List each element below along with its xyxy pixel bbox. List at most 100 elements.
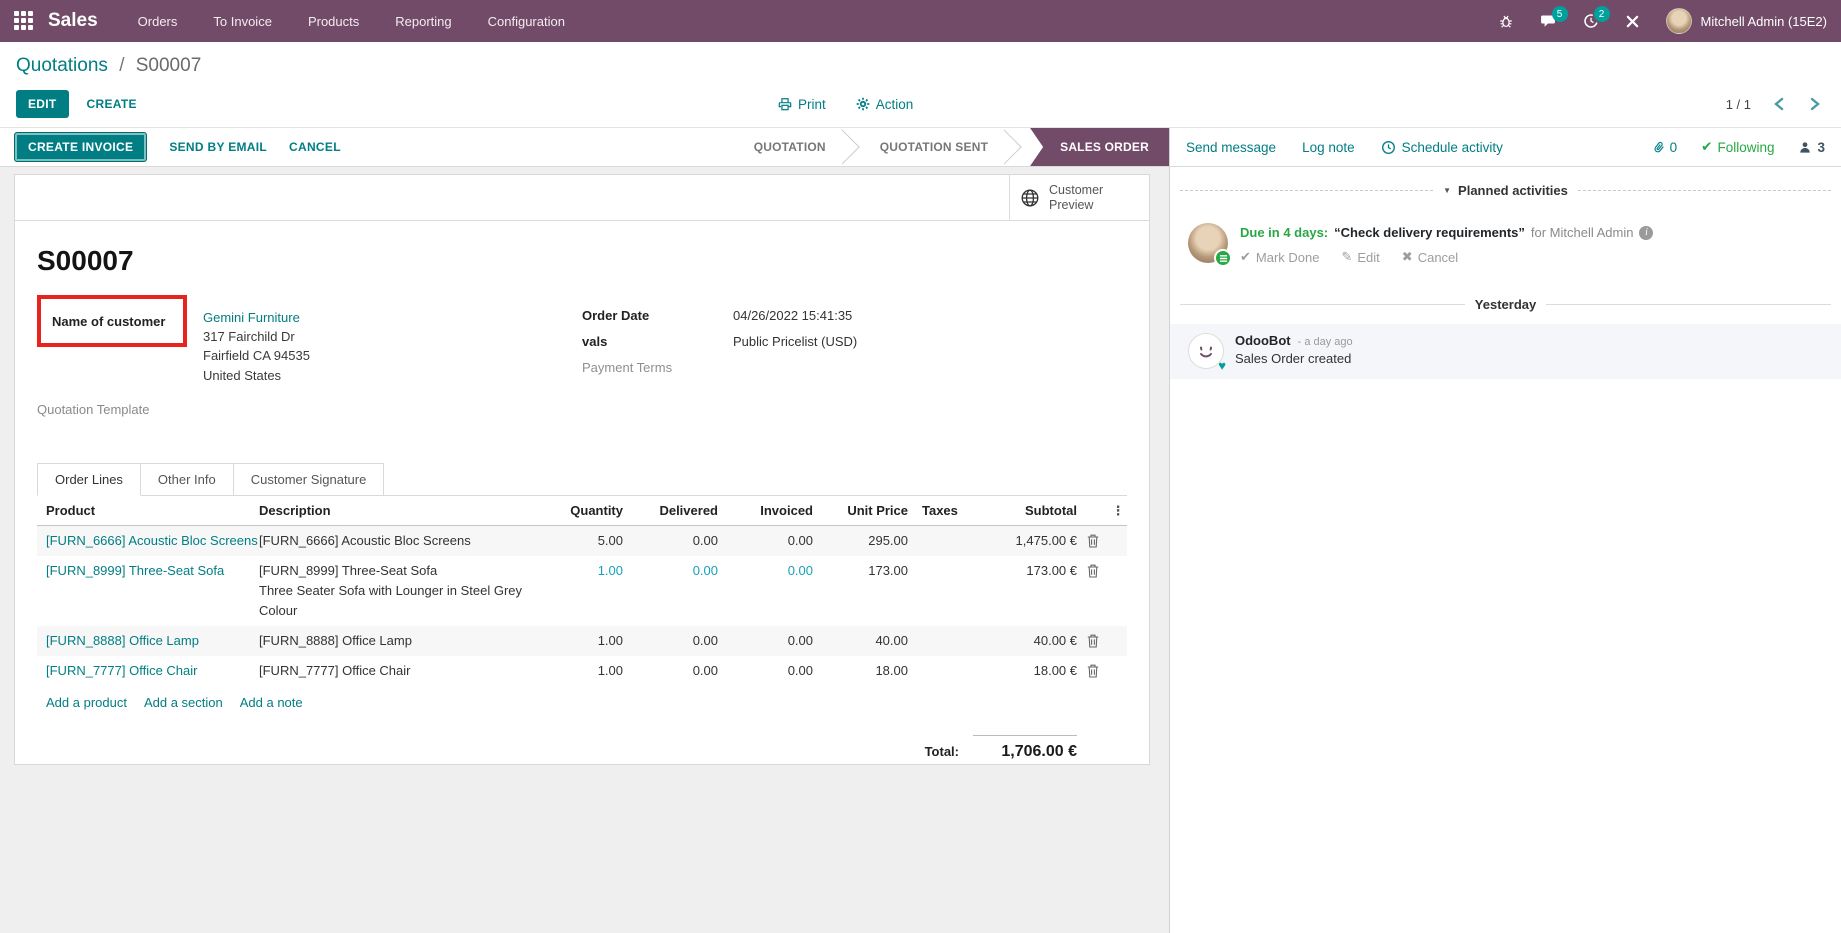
menu-configuration[interactable]: Configuration [488, 14, 565, 29]
apps-grid-icon[interactable] [14, 11, 34, 31]
col-header-description[interactable]: Description [259, 503, 533, 518]
step-quotation[interactable]: QUOTATION [738, 128, 842, 166]
total-label: Total: [925, 735, 959, 759]
menu-orders[interactable]: Orders [138, 14, 178, 29]
create-invoice-button[interactable]: CREATE INVOICE [14, 132, 147, 162]
app-name[interactable]: Sales [48, 10, 98, 32]
menu-to-invoice[interactable]: To Invoice [213, 14, 272, 29]
edit-activity-button[interactable]: ✎ Edit [1341, 249, 1379, 265]
optional-columns-icon[interactable]: ⋮ [1109, 503, 1127, 519]
col-header-quantity[interactable]: Quantity [533, 503, 623, 518]
line-invoiced: 0.00 [718, 531, 813, 551]
action-menu[interactable]: Action [856, 97, 914, 112]
edit-button[interactable]: EDIT [16, 90, 69, 118]
planned-activities-toggle[interactable]: ▼ Planned activities [1443, 183, 1568, 198]
action-label: Action [876, 97, 914, 112]
step-sales-order-active[interactable]: SALES ORDER [1030, 128, 1169, 166]
total-amount: 1,706.00 € [973, 735, 1077, 761]
chevron-right-icon[interactable] [1809, 97, 1821, 111]
top-navbar: Sales Orders To Invoice Products Reporti… [0, 0, 1841, 42]
col-header-subtotal[interactable]: Subtotal [972, 503, 1077, 518]
product-link[interactable]: [FURN_7777] Office Chair [37, 661, 259, 681]
line-unit-price: 173.00 [813, 561, 908, 581]
message-body: Sales Order created [1235, 351, 1353, 366]
col-header-unit-price[interactable]: Unit Price [813, 503, 908, 518]
add-note-link[interactable]: Add a note [240, 695, 303, 710]
send-message-button[interactable]: Send message [1186, 140, 1276, 155]
cancel-button[interactable]: CANCEL [289, 140, 341, 154]
line-quantity: 1.00 [533, 561, 623, 581]
followers-count: 3 [1817, 140, 1825, 155]
activity-due-text: Due in 4 days: [1240, 225, 1328, 240]
tab-other-info[interactable]: Other Info [141, 463, 234, 495]
info-icon[interactable]: i [1639, 226, 1653, 240]
planned-activity-item: Due in 4 days: “Check delivery requireme… [1170, 198, 1841, 265]
followers-button[interactable]: 3 [1798, 140, 1825, 155]
order-line-row[interactable]: [FURN_6666] Acoustic Bloc Screens [FURN_… [37, 526, 1127, 556]
order-date-label: Order Date [582, 308, 733, 323]
chevron-left-icon[interactable] [1773, 97, 1785, 111]
stat-button-box: Customer Preview [15, 175, 1149, 221]
tools-icon[interactable] [1625, 14, 1640, 29]
line-description: [FURN_8999] Three-Seat Sofa Three Seater… [259, 561, 533, 621]
send-by-email-button[interactable]: SEND BY EMAIL [169, 140, 267, 154]
order-line-row[interactable]: [FURN_8999] Three-Seat Sofa [FURN_8999] … [37, 556, 1127, 626]
user-menu[interactable]: Mitchell Admin (15E2) [1666, 8, 1827, 34]
planned-activities-divider: ▼ Planned activities [1170, 183, 1841, 198]
messages-icon[interactable]: 5 [1540, 13, 1557, 29]
trash-icon [1087, 634, 1099, 648]
annotation-highlight-box: Name of customer [37, 295, 187, 347]
checkmark-icon: ✔ [1240, 249, 1251, 265]
following-button[interactable]: ✔ Following [1701, 139, 1774, 155]
menu-reporting[interactable]: Reporting [395, 14, 451, 29]
product-link[interactable]: [FURN_8999] Three-Seat Sofa [37, 561, 259, 581]
tab-order-lines[interactable]: Order Lines [37, 463, 141, 496]
create-button[interactable]: CREATE [87, 97, 137, 111]
following-label: Following [1717, 140, 1774, 155]
messages-badge-count: 5 [1552, 6, 1568, 22]
delete-line-button[interactable] [1087, 564, 1099, 581]
breadcrumb-separator: / [119, 55, 124, 76]
order-line-row[interactable]: [FURN_8888] Office Lamp [FURN_8888] Offi… [37, 626, 1127, 656]
delete-line-button[interactable] [1087, 664, 1099, 681]
add-product-link[interactable]: Add a product [46, 695, 127, 710]
schedule-activity-label: Schedule activity [1402, 140, 1503, 155]
breadcrumb-current: S00007 [136, 55, 202, 76]
customer-name-link[interactable]: Gemini Furniture [203, 310, 300, 325]
col-header-product[interactable]: Product [37, 503, 259, 518]
check-icon: ✔ [1701, 139, 1712, 155]
cancel-activity-button[interactable]: ✖ Cancel [1402, 249, 1458, 265]
customer-preview-label-1: Customer [1049, 183, 1103, 197]
customer-preview-button[interactable]: Customer Preview [1009, 175, 1149, 220]
robot-face-icon [1193, 338, 1219, 364]
message-author[interactable]: OdooBot [1235, 333, 1291, 348]
log-note-button[interactable]: Log note [1302, 140, 1355, 155]
customer-street: 317 Fairchild Dr [203, 329, 295, 344]
activities-clock-icon[interactable]: 2 [1583, 13, 1599, 29]
line-description-2: Three Seater Sofa with Lounger in Steel … [259, 581, 525, 621]
chatter-message: ♥ OdooBot - a day ago Sales Order create… [1170, 324, 1841, 379]
product-link[interactable]: [FURN_6666] Acoustic Bloc Screens [37, 531, 259, 551]
breadcrumb-quotations-link[interactable]: Quotations [16, 55, 108, 76]
step-quotation-sent[interactable]: QUOTATION SENT [864, 128, 1004, 166]
tab-customer-signature[interactable]: Customer Signature [234, 463, 385, 495]
delete-line-button[interactable] [1087, 534, 1099, 551]
activities-badge-count: 2 [1594, 6, 1610, 22]
order-line-row[interactable]: [FURN_7777] Office Chair [FURN_7777] Off… [37, 656, 1127, 686]
col-header-taxes[interactable]: Taxes [908, 503, 972, 518]
order-date-value: 04/26/2022 15:41:35 [733, 308, 852, 323]
schedule-activity-button[interactable]: Schedule activity [1381, 140, 1503, 155]
print-menu[interactable]: Print [778, 97, 826, 112]
product-link[interactable]: [FURN_8888] Office Lamp [37, 631, 259, 651]
col-header-invoiced[interactable]: Invoiced [718, 503, 813, 518]
mark-done-button[interactable]: ✔ Mark Done [1240, 249, 1319, 265]
menu-products[interactable]: Products [308, 14, 359, 29]
delete-line-button[interactable] [1087, 634, 1099, 651]
chatter-topbar: Send message Log note Schedule activity … [1170, 128, 1841, 167]
line-delivered: 0.00 [623, 531, 718, 551]
bug-icon[interactable] [1498, 13, 1514, 29]
notebook-tabs: Order Lines Other Info Customer Signatur… [37, 463, 1127, 496]
attachments-button[interactable]: 0 [1652, 140, 1678, 155]
col-header-delivered[interactable]: Delivered [623, 503, 718, 518]
add-section-link[interactable]: Add a section [144, 695, 223, 710]
